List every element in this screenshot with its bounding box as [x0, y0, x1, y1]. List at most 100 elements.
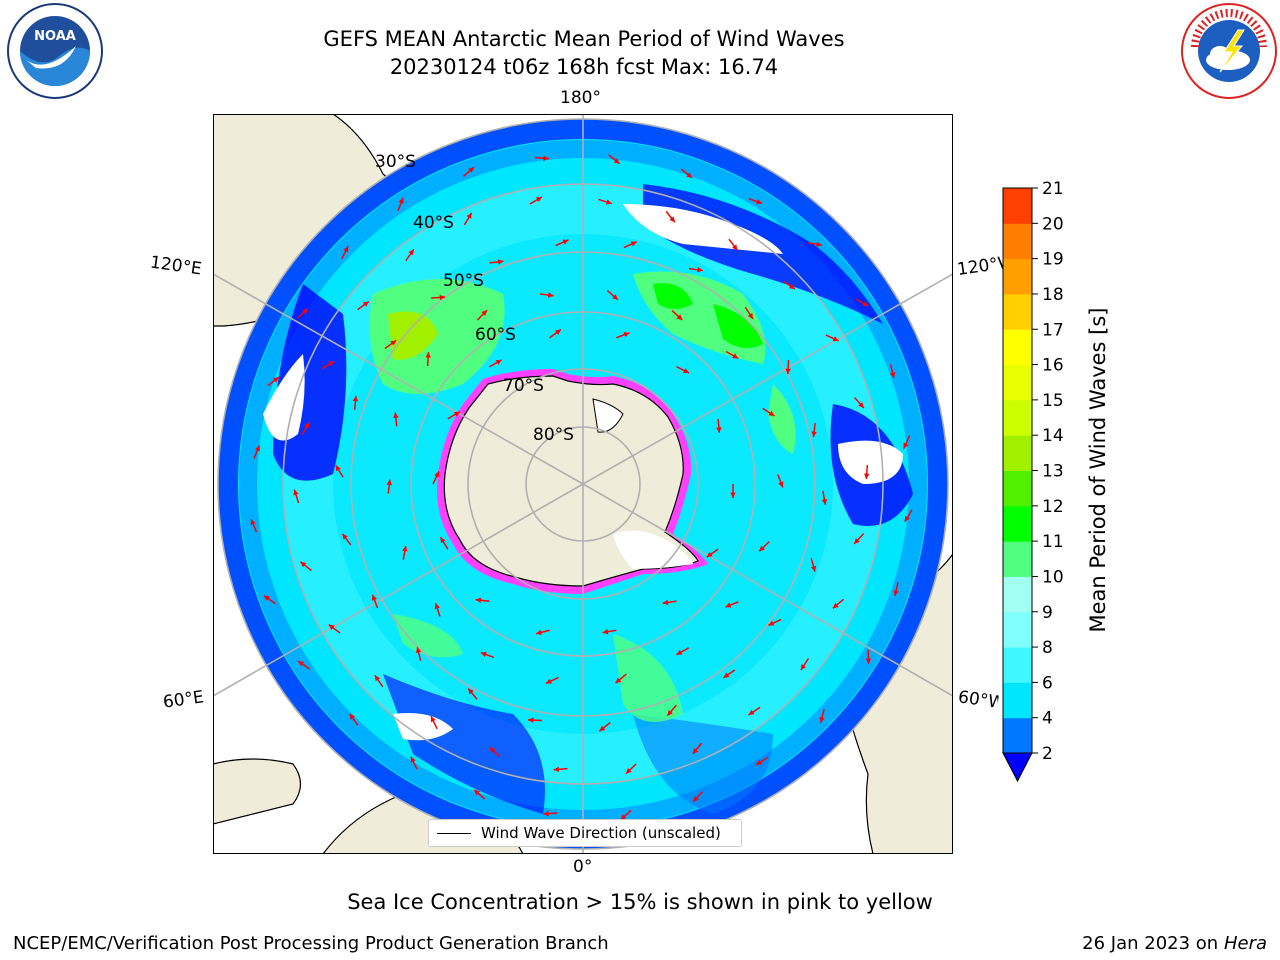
sea-ice-note: Sea Ice Concentration > 15% is shown in …	[347, 890, 933, 914]
colorbar-label: Mean Period of Wind Waves [s]	[1086, 307, 1110, 633]
colorbar-segment	[1003, 223, 1032, 260]
wave-direction-arrowhead	[716, 427, 722, 433]
wave-direction-arrowhead	[613, 158, 620, 164]
wave-direction-arrowhead	[386, 479, 392, 486]
nws-logo	[1181, 3, 1277, 99]
colorbar-segment	[1003, 611, 1032, 648]
lat-label-80s: 80°S	[533, 425, 574, 445]
wave-direction-arrowhead	[536, 629, 542, 636]
wave-direction-arrowhead	[468, 688, 474, 695]
wave-direction-arrowhead	[748, 709, 755, 715]
wave-direction-arrowhead	[545, 678, 552, 684]
wave-direction-arrowhead	[304, 422, 310, 429]
wave-direction-arrowhead	[693, 796, 699, 802]
wave-direction-arrowhead	[904, 515, 910, 522]
wave-direction-arrowhead	[785, 368, 791, 375]
wave-direction-arrowhead	[352, 395, 359, 402]
colorbar-extend-triangle	[1002, 752, 1033, 783]
wave-direction-arrowhead	[683, 368, 690, 374]
wave-direction-arrowhead	[667, 709, 673, 716]
lat-label-40s: 40°S	[413, 213, 454, 233]
wave-direction-arrowhead	[686, 172, 693, 178]
wave-direction-arrowhead	[300, 561, 307, 568]
wave-direction-arrowhead	[408, 249, 414, 256]
wave-direction-arrowhead	[553, 766, 560, 773]
wave-direction-arrowhead	[819, 716, 825, 723]
colorbar-segment	[1003, 470, 1032, 507]
wave-direction-arrowhead	[612, 294, 618, 300]
wave-direction-arrowhead	[768, 410, 775, 416]
colorbar-tick-label: 15	[1042, 391, 1064, 411]
colorbar-segment	[1003, 258, 1032, 295]
wave-direction-arrowhead	[832, 602, 839, 609]
wave-direction-arrowhead	[440, 537, 446, 544]
wave-direction-arrowhead	[250, 519, 256, 526]
wave-direction-arrowhead	[676, 649, 683, 655]
wave-direction-arrowhead	[453, 411, 460, 417]
lon-label-120e: 120°E	[148, 252, 203, 280]
wave-direction-arrowhead	[602, 629, 609, 635]
wave-direction-arrowhead	[615, 677, 622, 684]
colorbar: 2 4 6 8 9 10 11 12 13 14 15 16 17 18 19 20 21	[1002, 180, 1064, 783]
colorbar-tick-label: 10	[1042, 567, 1064, 587]
colorbar-segment	[1003, 541, 1032, 577]
wave-direction-arrowhead	[497, 259, 504, 265]
wave-direction-arrowhead	[623, 332, 630, 338]
wave-direction-arrowhead	[730, 492, 736, 498]
colorbar-tick-label: 14	[1042, 426, 1064, 446]
wave-direction-arrowhead	[810, 565, 817, 572]
colorbar-segment	[1003, 188, 1032, 224]
wave-direction-arrowhead	[342, 533, 348, 540]
wave-direction-arrowhead	[732, 353, 739, 359]
noaa-logo-text: NOAA	[34, 29, 76, 44]
wave-direction-arrowhead	[415, 647, 422, 654]
footer-date: 26 Jan 2023 on Hera	[1082, 933, 1267, 954]
wave-direction-arrowhead	[625, 767, 632, 774]
wave-direction-arrowhead	[374, 675, 381, 682]
wave-direction-arrowhead	[676, 314, 683, 321]
colorbar-segment	[1003, 647, 1032, 683]
map-legend: Wind Wave Direction (unscaled)	[428, 819, 742, 847]
wave-direction-arrowhead	[747, 313, 753, 319]
wave-direction-arrowhead	[858, 402, 864, 408]
wave-direction-arrowhead	[864, 473, 870, 479]
wave-direction-arrowhead	[328, 624, 335, 630]
colorbar-tick-label: 11	[1042, 532, 1064, 552]
wave-direction-arrowhead	[398, 197, 404, 204]
wave-direction-arrowhead	[495, 359, 502, 365]
wave-direction-arrowhead	[547, 292, 554, 298]
colorbar-segment	[1003, 293, 1032, 330]
colorbar-tick-label: 17	[1042, 320, 1064, 340]
wave-direction-arrowhead	[599, 725, 606, 732]
wave-direction-arrowhead	[706, 551, 713, 558]
wave-direction-arrowhead	[425, 352, 431, 358]
wave-direction-arrowhead	[816, 241, 823, 247]
wave-direction-arrowhead	[349, 713, 355, 720]
colorbar-segment	[1003, 682, 1032, 719]
wave-direction-arrowhead	[489, 747, 496, 753]
wave-direction-arrowhead	[862, 301, 869, 307]
colorbar-tick-label: 20	[1042, 214, 1064, 234]
wave-direction-arrowhead	[298, 661, 305, 667]
wave-direction-arrowhead	[555, 329, 561, 335]
wave-direction-arrowhead	[697, 267, 703, 273]
colorbar-tick-label: 12	[1042, 497, 1064, 517]
colorbar-tick-label: 6	[1042, 673, 1053, 693]
wave-direction-arrowhead	[468, 167, 474, 173]
wave-direction-arrowhead	[832, 336, 839, 342]
lon-label-0: 0°	[573, 857, 593, 877]
wave-direction-arrowhead	[756, 199, 763, 205]
lat-label-50s: 50°S	[443, 271, 484, 291]
wave-direction-arrowhead	[474, 789, 481, 796]
wave-direction-arrowhead	[263, 595, 270, 601]
wave-direction-arrowhead	[800, 664, 807, 671]
polar-map: 30°S 40°S 50°S 60°S 70°S 80°S	[213, 114, 953, 854]
wave-direction-arrowhead	[343, 246, 349, 253]
legend-label: Wind Wave Direction (unscaled)	[481, 824, 721, 842]
colorbar-segment	[1003, 717, 1032, 754]
lat-label-70s: 70°S	[503, 376, 544, 396]
colorbar-tick-label: 18	[1042, 285, 1064, 305]
wave-direction-arrowhead	[630, 241, 637, 247]
wave-direction-arrowhead	[254, 445, 260, 452]
wave-direction-arrowhead	[605, 199, 612, 205]
